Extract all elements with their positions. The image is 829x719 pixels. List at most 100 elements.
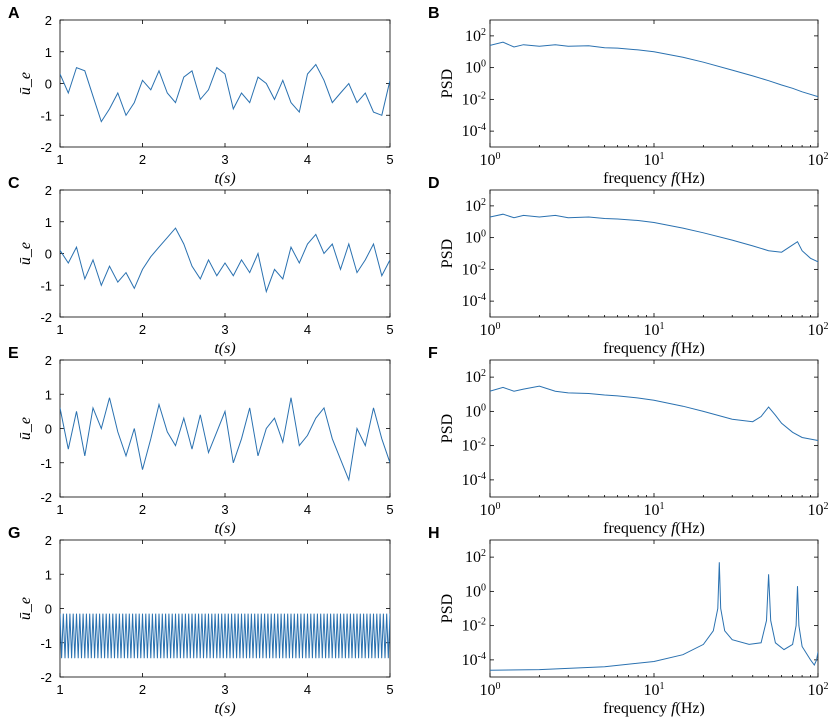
x-axis-label: t(s) [214, 700, 235, 717]
y-tick-label: 2 [45, 353, 52, 368]
x-tick-label: 101 [644, 151, 665, 169]
plot-frame [59, 19, 391, 148]
y-tick-label: 1 [45, 567, 52, 582]
y-axis-label: ū_e [17, 72, 34, 95]
y-tick-label: 102 [465, 27, 486, 45]
y-axis-label: ū_e [17, 242, 34, 265]
y-tick-label: -2 [40, 670, 52, 685]
y-tick-label: 2 [45, 13, 52, 28]
x-tick-label: 101 [644, 321, 665, 339]
y-tick-label: -2 [40, 140, 52, 155]
x-tick-label: 4 [304, 322, 311, 337]
x-tick-label: 1 [56, 682, 63, 697]
plot-frame [59, 359, 391, 498]
y-axis-label: ū_e [17, 597, 34, 620]
y-axis-label: PSD [439, 239, 456, 268]
x-axis-label: frequency f(Hz) [603, 700, 705, 717]
x-tick-label: 1 [56, 322, 63, 337]
series-line-a [60, 63, 390, 123]
x-tick-label: 2 [139, 502, 146, 517]
x-tick-label: 4 [304, 502, 311, 517]
panel-a: A 1 2 3 4 5 2 1 0 -1 -2 t(s) ū_e [8, 5, 394, 187]
y-tick-label: 1 [45, 215, 52, 230]
plot-frame [489, 189, 819, 318]
y-tick-label: 0 [45, 422, 52, 437]
panel-letter-c: C [8, 175, 20, 192]
y-tick-label: -1 [40, 456, 52, 471]
x-axis-label: frequency f(Hz) [603, 520, 705, 537]
x-tick-label: 2 [139, 322, 146, 337]
y-tick-label: 10-4 [462, 292, 486, 310]
y-tick-label: 100 [465, 402, 486, 420]
x-tick-label: 101 [644, 501, 665, 519]
y-tick-label: 2 [45, 533, 52, 548]
series-line-d [490, 213, 818, 263]
panel-letter-f: F [428, 345, 438, 362]
x-tick-label: 102 [808, 321, 829, 339]
y-tick-label: -2 [40, 310, 52, 325]
x-tick-label: 1 [56, 502, 63, 517]
x-tick-label: 102 [808, 501, 829, 519]
y-tick-label: 0 [45, 77, 52, 92]
series-line-h [490, 562, 818, 671]
x-tick-label: 100 [480, 681, 501, 699]
plot-frame [59, 539, 391, 678]
y-tick-label: 102 [465, 368, 486, 386]
panel-f: F 100 101 102 102 100 10-2 10-4 frequency f(Hz) P… [428, 345, 829, 537]
panel-c: C 1 2 3 4 5 2 1 0 -1 -2 t(s) ū_e [8, 175, 394, 357]
y-tick-label: 10-4 [462, 471, 486, 489]
y-tick-label: 102 [465, 197, 486, 215]
y-tick-label: -1 [40, 108, 52, 123]
panel-letter-g: G [8, 525, 20, 542]
y-tick-label: 10-2 [462, 437, 486, 455]
x-tick-label: 4 [304, 152, 311, 167]
x-tick-label: 100 [480, 151, 501, 169]
series-line-e [60, 397, 390, 482]
panel-letter-d: D [428, 175, 440, 192]
y-axis-label: PSD [439, 414, 456, 443]
x-tick-label: 1 [56, 152, 63, 167]
x-tick-label: 4 [304, 682, 311, 697]
panel-letter-b: B [428, 5, 440, 22]
y-tick-label: 10-2 [462, 617, 486, 635]
series-line-g [60, 613, 390, 659]
x-tick-label: 5 [386, 152, 393, 167]
y-tick-label: 2 [45, 183, 52, 198]
series-line-c [60, 227, 390, 294]
panel-g: G 1 2 3 4 5 2 1 0 -1 -2 t(s) ū_e [8, 525, 394, 717]
x-tick-label: 2 [139, 152, 146, 167]
x-tick-label: 102 [808, 681, 829, 699]
x-axis-label: frequency f(Hz) [603, 170, 705, 187]
x-tick-label: 3 [221, 682, 228, 697]
panel-h: H 100 101 102 102 100 10-2 10-4 frequency f(Hz) P… [428, 525, 829, 717]
y-tick-label: 100 [465, 229, 486, 247]
panel-e: E 1 2 3 4 5 2 1 0 -1 -2 t(s) ū_e [8, 345, 394, 537]
panel-letter-a: A [8, 5, 20, 22]
x-axis-label: frequency f(Hz) [603, 340, 705, 357]
x-tick-label: 3 [221, 152, 228, 167]
y-tick-label: 102 [465, 548, 486, 566]
y-tick-label: 1 [45, 387, 52, 402]
x-tick-label: 5 [386, 502, 393, 517]
plot-frame [489, 539, 819, 678]
x-tick-label: 101 [644, 681, 665, 699]
panel-d: D 100 101 102 102 100 10-2 10-4 frequency f(Hz) P… [428, 175, 829, 357]
y-tick-label: 10-2 [462, 260, 486, 278]
y-tick-label: 100 [465, 59, 486, 77]
y-tick-label: 10-4 [462, 651, 486, 669]
panel-letter-e: E [8, 345, 19, 362]
plot-frame [489, 19, 819, 148]
y-tick-label: 100 [465, 582, 486, 600]
y-tick-label: 1 [45, 45, 52, 60]
x-tick-label: 3 [221, 502, 228, 517]
y-axis-label: PSD [439, 69, 456, 98]
x-axis-label: t(s) [214, 170, 235, 187]
x-tick-label: 5 [386, 682, 393, 697]
x-axis-label: t(s) [214, 520, 235, 537]
plot-frame [489, 359, 819, 498]
x-tick-label: 2 [139, 682, 146, 697]
panel-b: B 100 101 102 102 100 10-2 10-4 frequency f(Hz) P… [428, 5, 829, 187]
y-tick-label: 10-2 [462, 90, 486, 108]
y-tick-label: 0 [45, 247, 52, 262]
